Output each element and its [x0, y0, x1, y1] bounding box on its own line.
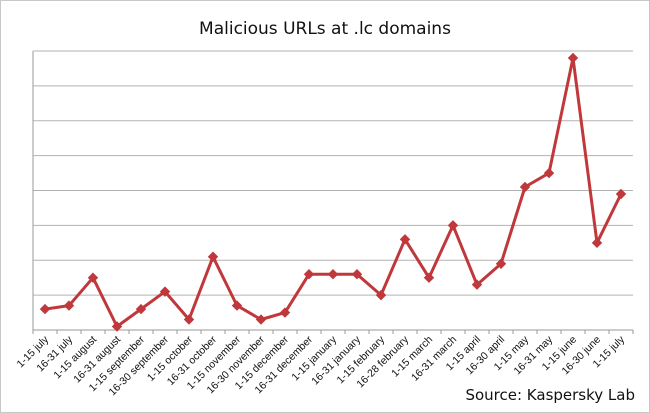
data-point — [399, 234, 411, 245]
data-point — [87, 272, 99, 283]
data-point — [543, 167, 555, 179]
data-point — [327, 268, 339, 280]
chart-title: Malicious URLs at .lc domains — [199, 19, 451, 39]
data-point — [375, 289, 387, 301]
data-point — [567, 52, 579, 64]
data-point — [183, 314, 195, 325]
data-point — [471, 279, 483, 290]
data-point — [447, 220, 459, 231]
data-point — [255, 314, 267, 325]
source-label: Source: Kaspersky Lab — [465, 386, 635, 404]
data-point — [303, 268, 315, 280]
data-point — [519, 181, 531, 193]
data-point — [111, 321, 123, 332]
data-point — [615, 188, 627, 200]
data-point — [279, 307, 291, 318]
data-point — [591, 237, 603, 249]
data-point — [63, 300, 75, 311]
data-point — [159, 286, 171, 297]
data-point — [423, 272, 435, 283]
data-point — [231, 300, 243, 311]
data-point — [135, 303, 147, 315]
data-point — [39, 303, 51, 315]
series-line — [44, 56, 623, 328]
data-point — [495, 258, 507, 269]
data-point — [351, 268, 363, 280]
data-point — [207, 251, 219, 262]
